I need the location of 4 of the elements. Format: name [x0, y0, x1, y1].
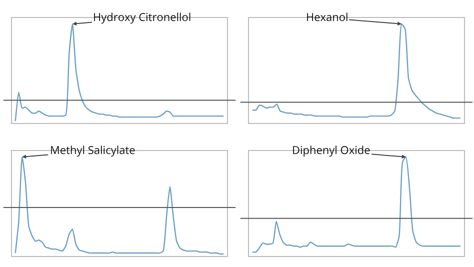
annotation: Hydroxy Citronellol — [93, 10, 192, 25]
annotation: Hexanol — [306, 10, 348, 25]
annotation: Methyl Salicylate — [50, 143, 136, 158]
annotation: Diphenyl Oxide — [292, 143, 370, 158]
